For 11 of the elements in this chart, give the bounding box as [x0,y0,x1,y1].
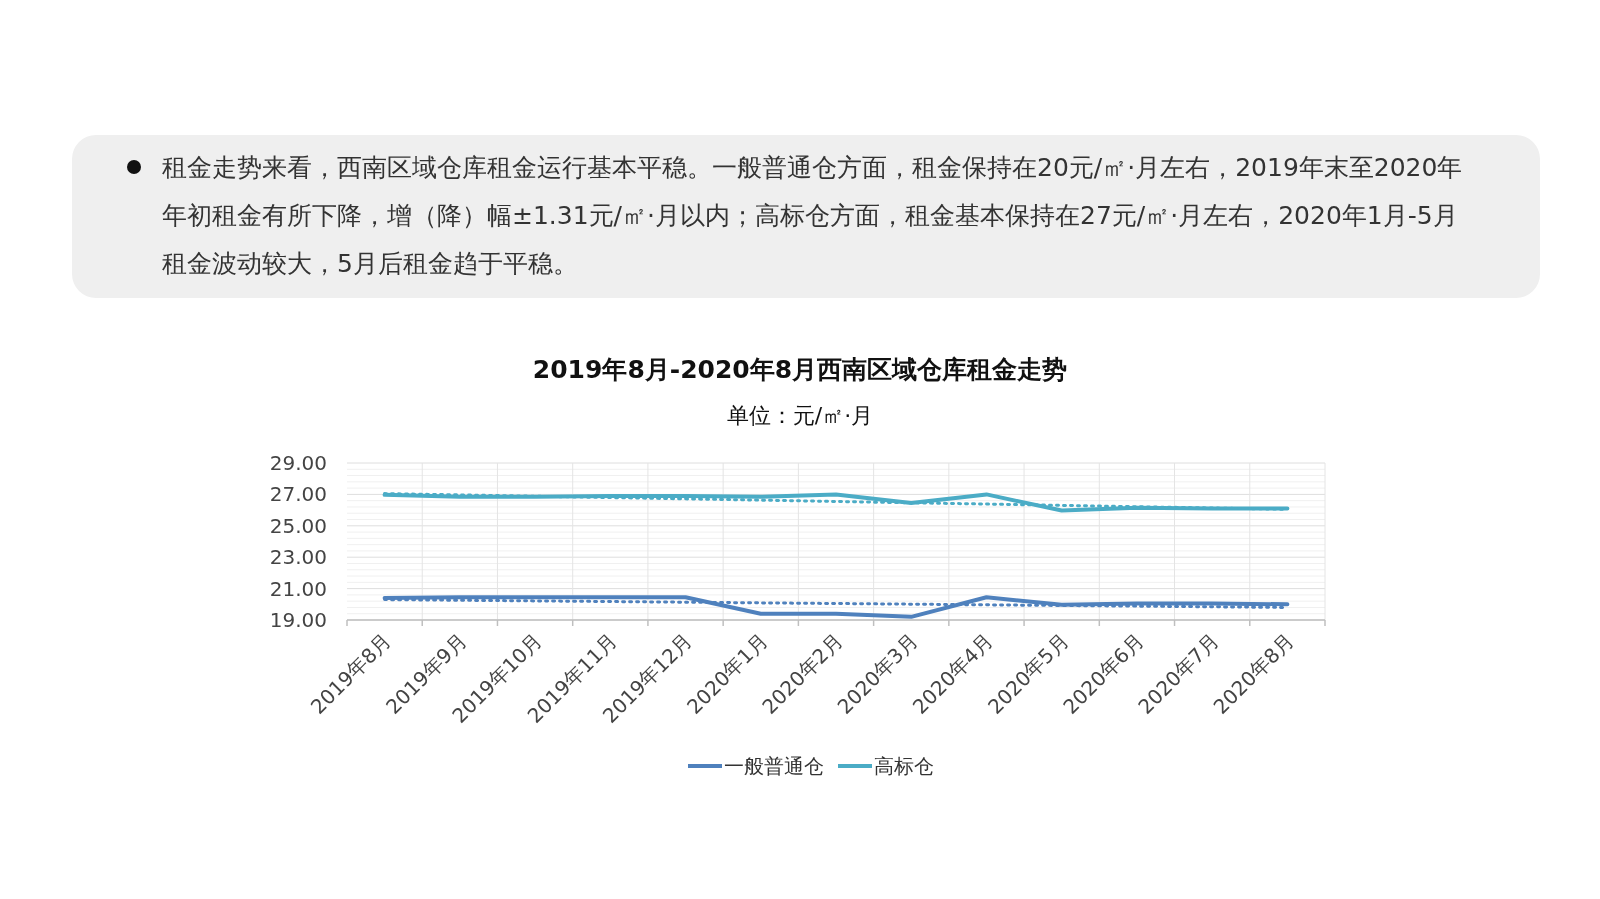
legend-label: 一般普通仓 [724,754,824,778]
chart-title: 2019年8月-2020年8月西南区域仓库租金走势 [532,355,1068,384]
legend-label: 高标仓 [874,754,934,778]
y-tick-label: 19.00 [269,608,327,632]
y-tick-label: 23.00 [269,545,327,570]
text: 租金走势来看，西南区域仓库租金运行基本平稳。一般普通仓方面，租金保持在20元/㎡·月左右，2019年末至2020年年初租金有所下降，增（降）幅±1.31元/㎡·月以内；高标仓方面，租金基本保持在27元/㎡·月左右，2020年1月-5月租金波动较大，5月后租金趋于平稳。 [162,153,1463,278]
y-tick-label: 27.00 [269,482,327,507]
y-tick-label: 25.00 [269,513,327,538]
y-tick-label: 21.00 [269,576,327,601]
chart-subtitle: 单位：元/㎡·月 [726,403,874,428]
y-tick-label: 29.00 [269,451,327,475]
